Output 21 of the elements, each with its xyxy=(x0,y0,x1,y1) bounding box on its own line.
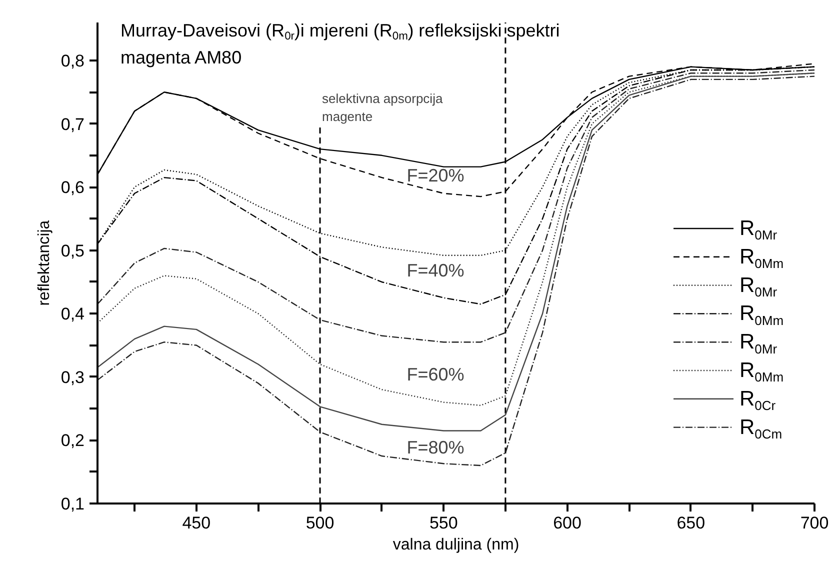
x-tick-label: 500 xyxy=(306,514,334,532)
x-tick-label: 450 xyxy=(182,514,211,532)
y-tick-label: 0,5 xyxy=(60,241,85,260)
y-tick-label: 0,4 xyxy=(60,304,85,324)
y-tick-label: 0,2 xyxy=(60,431,85,450)
y-tick-label: 0,3 xyxy=(60,368,85,387)
y-tick-label: 0,6 xyxy=(60,178,85,198)
annotation: F=40% xyxy=(406,260,464,280)
x-tick-label: 650 xyxy=(676,514,706,532)
annotation: F=20% xyxy=(406,166,464,186)
annotation: selektivna apsorpcija magente xyxy=(322,90,444,124)
x-tick-label: 600 xyxy=(553,514,582,532)
y-tick-label: 0,8 xyxy=(60,51,85,70)
y-axis-title: reflektancija xyxy=(36,220,53,306)
annotation: F=80% xyxy=(406,438,464,458)
x-axis-title: valna duljina (nm) xyxy=(392,536,520,554)
x-tick-label: 550 xyxy=(429,514,458,532)
x-tick-label: 700 xyxy=(800,514,829,532)
y-tick-label: 0,7 xyxy=(60,114,85,134)
y-tick-label: 0,1 xyxy=(60,494,85,514)
annotation: F=60% xyxy=(406,364,464,384)
